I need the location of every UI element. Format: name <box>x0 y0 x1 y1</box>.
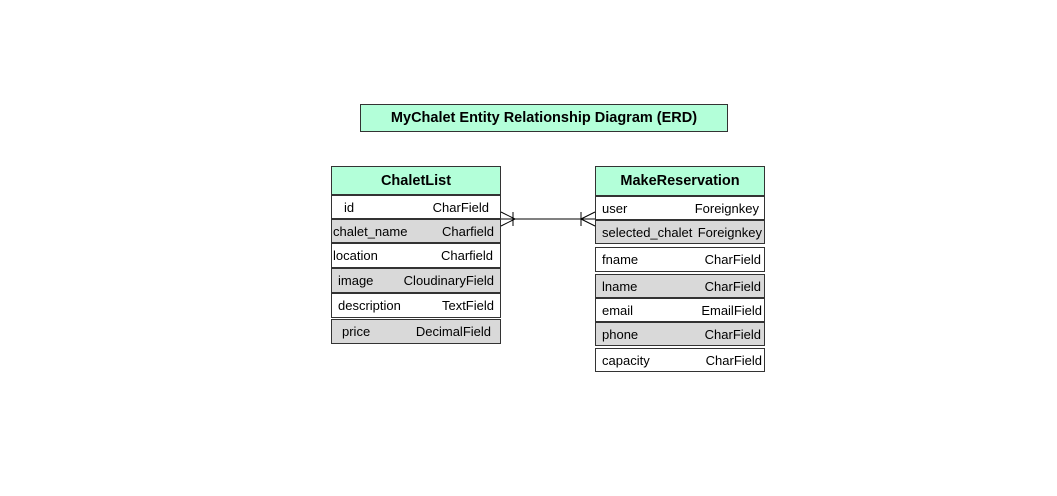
field-type: CharField <box>704 326 761 342</box>
field-type: Charfield <box>440 248 493 263</box>
field-type: CloudinaryField <box>403 273 494 288</box>
chaletlist-row-image[interactable]: image CloudinaryField <box>331 268 501 293</box>
makereservation-row-user[interactable]: user Foreignkey <box>595 196 765 220</box>
field-type: CharField <box>704 278 761 294</box>
one-or-many-icon <box>580 211 596 227</box>
field-type: Charfield <box>441 223 494 239</box>
diagram-title: MyChalet Entity Relationship Diagram (ER… <box>360 104 728 132</box>
chaletlist-row-description[interactable]: description TextField <box>331 293 501 318</box>
field-type: CharField <box>704 252 761 267</box>
field-type: CharField <box>432 199 489 215</box>
makereservation-row-email[interactable]: email EmailField <box>595 298 765 322</box>
field-name: price <box>342 324 371 339</box>
makereservation-row-lname[interactable]: lname CharField <box>595 274 765 298</box>
field-type: EmailField <box>701 302 762 318</box>
field-type: Foreignkey <box>694 200 759 216</box>
field-name: selected_chalet <box>602 224 693 240</box>
field-name: location <box>333 248 378 263</box>
field-type: TextField <box>441 298 494 313</box>
makereservation-row-phone[interactable]: phone CharField <box>595 322 765 346</box>
field-type: CharField <box>705 352 762 368</box>
makereservation-row-selected-chalet[interactable]: selected_chalet Foreignkey <box>595 220 765 244</box>
field-name: lname <box>602 278 638 294</box>
chaletlist-row-chalet-name[interactable]: chalet_name Charfield <box>331 219 501 243</box>
field-name: user <box>602 200 628 216</box>
makereservation-row-capacity[interactable]: capacity CharField <box>595 348 765 372</box>
chaletlist-row-id[interactable]: id CharField <box>331 195 501 219</box>
field-type: DecimalField <box>415 324 491 339</box>
entity-header-chaletlist[interactable]: ChaletList <box>331 166 501 195</box>
field-name: id <box>344 199 355 215</box>
field-name: capacity <box>602 352 650 368</box>
entity-header-makereservation[interactable]: MakeReservation <box>595 166 765 196</box>
one-or-many-icon <box>500 211 516 227</box>
field-name: phone <box>602 326 639 342</box>
field-name: description <box>338 298 401 313</box>
field-type: Foreignkey <box>697 224 762 240</box>
field-name: fname <box>602 252 639 267</box>
makereservation-row-fname[interactable]: fname CharField <box>595 247 765 272</box>
field-name: image <box>338 273 374 288</box>
field-name: chalet_name <box>333 223 408 239</box>
chaletlist-row-location[interactable]: location Charfield <box>331 243 501 268</box>
chaletlist-row-price[interactable]: price DecimalField <box>331 319 501 344</box>
field-name: email <box>602 302 634 318</box>
